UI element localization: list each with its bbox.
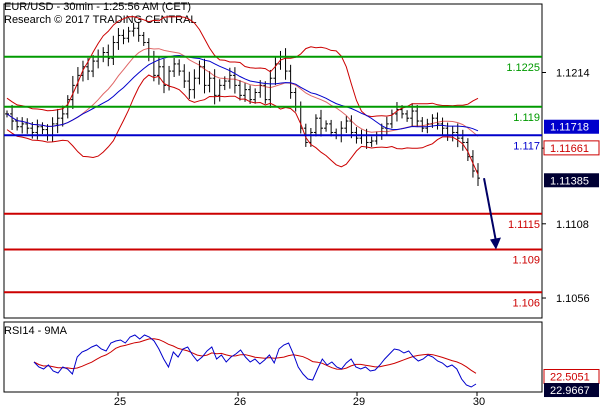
level-label: 1.119: [513, 112, 540, 124]
rsi-panel-frame: [3, 321, 543, 393]
price-label: 1.11385: [550, 175, 589, 187]
level-label: 1.117: [513, 140, 540, 152]
price-label: 1.11718: [550, 122, 589, 134]
y-tick-label: 1.1056: [556, 293, 590, 305]
y-tick-label: 1.1108: [556, 219, 589, 231]
level-label: 1.1225: [506, 62, 540, 74]
y-tick-label: 1.1214: [556, 68, 590, 80]
rsi-label: 22.5051: [550, 371, 590, 383]
rsi-label: 22.9667: [550, 385, 590, 397]
moving-average: [6, 54, 479, 132]
x-tick-label: 29: [353, 396, 365, 408]
rsi-line: [33, 334, 477, 388]
price-label-box: [543, 140, 600, 156]
price-panel-frame: [3, 3, 543, 319]
level-label: 1.106: [512, 297, 540, 309]
rsi-label-box: [544, 383, 599, 398]
price-label-box: [544, 173, 599, 188]
x-tick-label: 25: [114, 396, 126, 408]
x-tick-label: 30: [473, 396, 485, 408]
level-label: 1.109: [512, 254, 540, 266]
forecast-arrowhead: [490, 237, 501, 250]
bollinger-lower: [6, 74, 479, 175]
bollinger-upper: [6, 16, 479, 118]
copyright-line: Research © 2017 TRADING CENTRAL: [4, 14, 197, 26]
price-label-box: [544, 119, 599, 134]
forecast-arrow: [483, 177, 497, 242]
x-tick-label: 26: [234, 396, 246, 408]
price-label: 1.11661: [550, 143, 589, 155]
rsi-ma-line: [33, 338, 477, 374]
rsi-title: RSI14 - 9MA: [4, 325, 67, 337]
level-label: 1.1115: [508, 219, 540, 231]
